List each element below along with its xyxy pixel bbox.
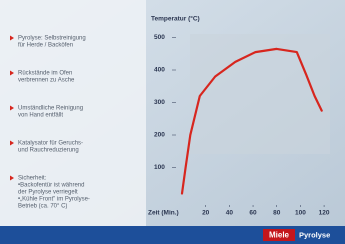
y-tick-label: 200 [154,132,165,139]
bullet-text: der Pyrolyse verriegelt [18,190,78,196]
y-tick-label: 300 [154,99,165,106]
bullet-text: Rückstände im Ofen [18,71,72,77]
x-tick-label: 60 [249,210,257,217]
y-tick-label: 500 [154,34,165,41]
bullet-text: Sicherheit: [18,176,47,182]
bullet-text: Umständliche Reinigung [18,106,83,112]
x-tick-label: 80 [273,210,281,217]
bullet-text: Katalysator für Geruchs- [18,141,83,147]
x-tick-label: 40 [226,210,234,217]
footer-label: Pyrolyse [299,230,330,239]
x-tick-label: 100 [295,210,306,217]
bullet-text: Betrieb (ca. 70° C) [18,204,67,210]
y-tick-label: 400 [154,67,165,74]
brand: Miele [269,231,290,240]
y-tick-label: 100 [154,164,165,171]
x-tick-label: 20 [202,210,210,217]
chart-title: Temperatur (°C) [151,15,200,23]
x-tick-label: 120 [319,210,330,217]
bullet-text: •Backofentür ist während [18,183,84,189]
bullet-text: •„Kühle Front" im Pyrolyse- [18,197,90,203]
bullet-text: für Herde / Backöfen [18,43,73,49]
bullet-text: von Hand entfällt [18,113,63,119]
bullet-text: verbrennen zu Asche [18,78,75,84]
bullet-text: und Rauchreduzierung [18,148,79,154]
x-axis-label: Zeit (Min.) [148,210,179,217]
bullet-text: Pyrolyse: Selbstreinigung [18,36,86,42]
page: Miele Pyrolyse Temperatur (°C) Zeit (Min… [0,0,345,244]
